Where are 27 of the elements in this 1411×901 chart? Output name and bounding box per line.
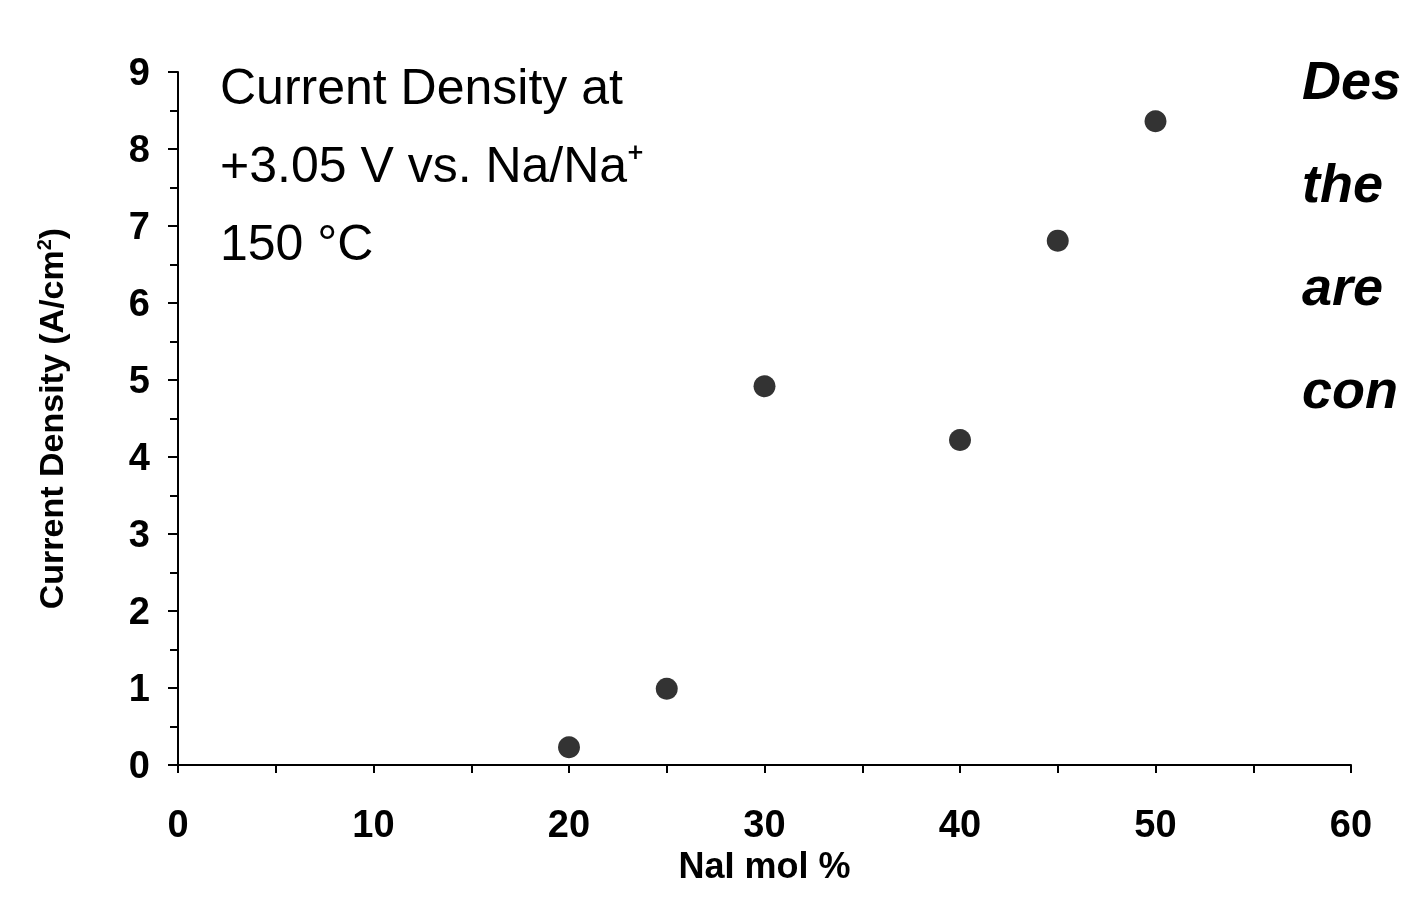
x-axis-title: NaI mol % bbox=[678, 845, 851, 887]
x-tick-label: 20 bbox=[547, 803, 591, 845]
annotation: Des the are con bbox=[1301, 49, 1401, 419]
point bbox=[655, 677, 678, 700]
y-tick-label: 8 bbox=[128, 128, 150, 170]
y-axis-title: Current Density (A/cm2) bbox=[32, 227, 70, 610]
point bbox=[1144, 110, 1167, 133]
x-tick-label: 0 bbox=[167, 803, 189, 845]
y-tick-label: 7 bbox=[128, 205, 150, 247]
point bbox=[558, 736, 580, 759]
y-tick-label: 4 bbox=[128, 436, 150, 478]
annotation: Current Density at +3.05 V vs. Na/Na⁺ 150 °C bbox=[220, 59, 645, 271]
point bbox=[753, 375, 776, 398]
y-tick-label: 5 bbox=[128, 359, 150, 401]
y-tick-label: 6 bbox=[128, 282, 150, 324]
y-tick-label: 0 bbox=[128, 744, 150, 786]
x-tick-label: 10 bbox=[352, 803, 395, 845]
x-tick-label: 60 bbox=[1329, 803, 1373, 845]
y-tick-label: 3 bbox=[128, 513, 150, 555]
x-tick-label: 40 bbox=[938, 803, 982, 845]
y-tick-label: 2 bbox=[128, 590, 150, 632]
point bbox=[949, 429, 971, 452]
x-tick-label: 50 bbox=[1134, 803, 1177, 845]
x-tick-label: 30 bbox=[743, 803, 786, 845]
y-tick-label: 9 bbox=[128, 51, 150, 93]
point bbox=[1046, 229, 1069, 252]
y-tick-label: 1 bbox=[128, 667, 150, 709]
